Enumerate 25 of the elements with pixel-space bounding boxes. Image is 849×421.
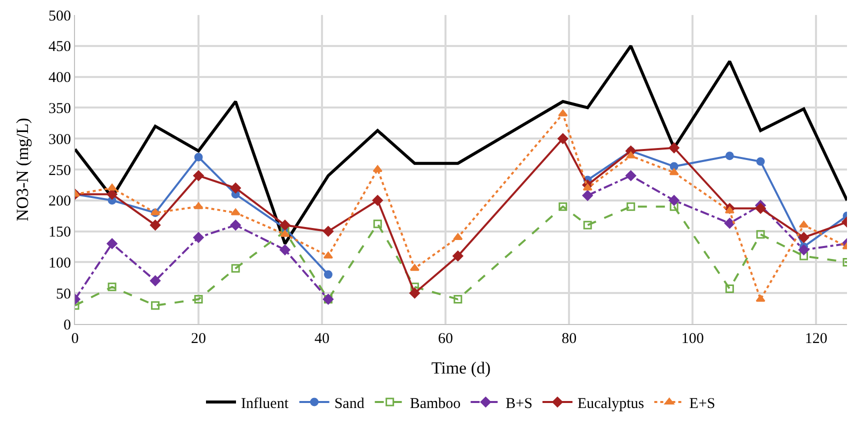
- y-tick-label: 400: [48, 70, 71, 86]
- y-tick-label: 350: [48, 100, 71, 117]
- legend-label: Influent: [241, 396, 290, 412]
- y-tick-label: 150: [48, 224, 71, 241]
- y-tick-label: 450: [48, 39, 71, 56]
- y-tick-label: 0: [64, 317, 71, 334]
- legend-label: Bamboo: [410, 396, 461, 412]
- x-tick-label: 100: [681, 331, 704, 347]
- x-tick-label: 40: [314, 331, 330, 347]
- y-tick-label: 500: [48, 8, 71, 24]
- x-tick-label: 20: [191, 331, 206, 347]
- legend-label: E+S: [689, 396, 716, 412]
- y-tick-label: 300: [48, 132, 71, 148]
- y-axis-title: NO3-N (mg/L): [13, 118, 32, 222]
- x-axis-title: Time (d): [431, 358, 491, 378]
- y-tick-label: 50: [56, 286, 71, 302]
- y-tick-label: 100: [48, 255, 71, 272]
- legend-label: Sand: [334, 396, 365, 412]
- x-tick-label: 60: [438, 331, 454, 347]
- legend-label: B+S: [506, 396, 532, 412]
- y-tick-label: 200: [48, 194, 71, 210]
- x-tick-label: 120: [804, 331, 828, 347]
- y-tick-label: 250: [48, 162, 71, 179]
- legend-label: Eucalyptus: [577, 396, 644, 412]
- x-tick-label: 80: [562, 331, 577, 347]
